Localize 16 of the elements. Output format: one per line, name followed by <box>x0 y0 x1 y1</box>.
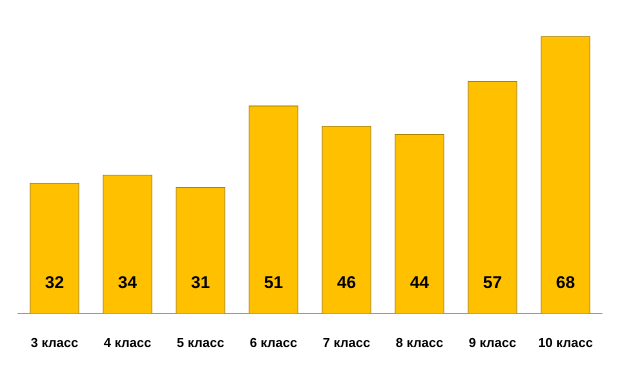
x-tick-label: 4 класс <box>104 334 152 350</box>
x-tick-label: 5 класс <box>176 334 224 350</box>
data-label: 44 <box>410 273 430 292</box>
data-label: 57 <box>483 273 502 292</box>
data-label: 32 <box>45 273 64 292</box>
x-tick-label: 10 класс <box>538 334 593 350</box>
data-label: 34 <box>118 273 138 292</box>
data-label: 51 <box>264 273 283 292</box>
data-label: 46 <box>337 273 356 292</box>
x-tick-label: 6 класс <box>250 334 298 350</box>
x-tick-label: 8 класс <box>396 334 444 350</box>
data-label: 68 <box>556 273 575 292</box>
data-label: 31 <box>191 273 210 292</box>
x-tick-label: 9 класс <box>468 334 516 350</box>
x-tick-label: 3 класс <box>30 334 78 350</box>
x-tick-label: 7 класс <box>322 334 370 350</box>
